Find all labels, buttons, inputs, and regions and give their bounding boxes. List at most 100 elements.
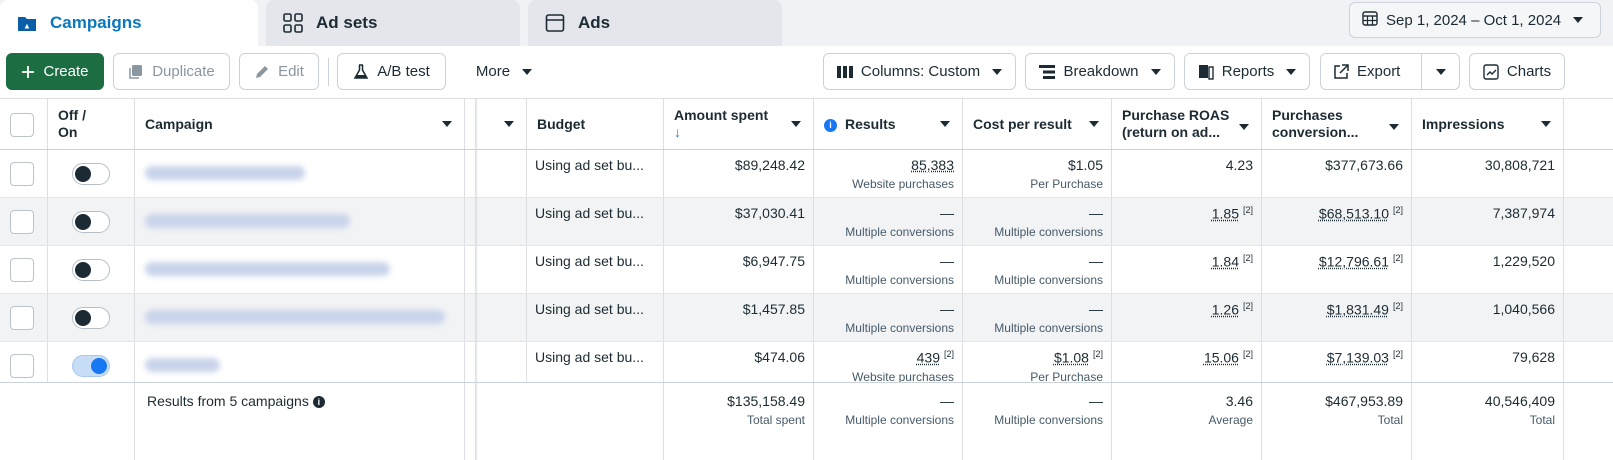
campaign-name-cell[interactable]	[135, 342, 465, 389]
table-row[interactable]: Using ad set bu... $89,248.42 85,383 Websit…	[0, 150, 1613, 198]
results-cell-value: 439	[916, 349, 940, 366]
info-icon[interactable]: i	[824, 118, 837, 132]
summary-results: — Multiple conversions	[814, 383, 963, 460]
tab-adsets[interactable]: Ad sets	[266, 0, 520, 46]
row-checkbox[interactable]	[10, 162, 34, 186]
purchases-cell-value: $12,796.61	[1318, 253, 1389, 270]
campaign-name-cell[interactable]	[135, 150, 465, 197]
create-label: Create	[43, 63, 89, 80]
row-checkbox[interactable]	[10, 354, 34, 378]
roas-cell: 15.06 [2]	[1112, 342, 1262, 389]
campaign-toggle[interactable]	[72, 211, 110, 233]
header-purchases-conversion[interactable]: Purchases conversion...	[1262, 99, 1412, 149]
table-row[interactable]: Using ad set bu... $1,457.85 — Multiple con…	[0, 294, 1613, 342]
blurred-campaign-name[interactable]	[145, 310, 445, 324]
header-cost-per-result[interactable]: Cost per result	[963, 99, 1112, 149]
roas-cell-line: 4.23	[1120, 157, 1253, 173]
summary-cpr-sub: Multiple conversions	[994, 413, 1103, 427]
tab-ads[interactable]: Ads	[528, 0, 782, 46]
header-purchase-roas[interactable]: Purchase ROAS (return on ad...	[1112, 99, 1262, 149]
table-header-row: Off / On Campaign Budget Amount spent ↓ …	[0, 98, 1613, 150]
chevron-down-icon	[442, 121, 452, 127]
header-impressions[interactable]: Impressions	[1412, 99, 1564, 149]
budget-value: Using ad set bu...	[535, 253, 644, 269]
results-cell-line: —	[822, 253, 954, 269]
summary-roas-value: 3.46	[1225, 393, 1253, 409]
tab-adsets-label: Ad sets	[316, 13, 378, 32]
blurred-campaign-name[interactable]	[145, 166, 305, 180]
blank-cell	[465, 246, 527, 293]
footnote-marker: [2]	[1392, 253, 1403, 263]
table-row[interactable]: Using ad set bu... $6,947.75 — Multiple con…	[0, 246, 1613, 294]
impressions-cell: 30,808,721	[1412, 150, 1564, 197]
campaign-toggle[interactable]	[72, 307, 110, 329]
header-impressions-label: Impressions	[1422, 116, 1505, 132]
header-blank[interactable]	[465, 99, 527, 149]
charts-button[interactable]: Charts	[1469, 53, 1565, 90]
charts-label: Charts	[1506, 63, 1552, 80]
blurred-campaign-name[interactable]	[145, 214, 350, 228]
campaign-toggle[interactable]	[72, 355, 110, 377]
purchases-cell-value: $1,831.49	[1326, 301, 1389, 318]
campaign-toggle[interactable]	[72, 163, 110, 185]
header-campaign-label: Campaign	[145, 116, 213, 132]
row-checkbox[interactable]	[10, 258, 34, 282]
cost-per-result-cell-sub: Per Purchase	[1030, 369, 1103, 384]
cost-per-result-cell: — Multiple conversions	[963, 246, 1112, 293]
header-offon[interactable]: Off / On	[48, 99, 135, 149]
reports-button[interactable]: Reports	[1184, 53, 1310, 90]
results-cell-line: 85,383	[822, 157, 954, 173]
header-amount-spent[interactable]: Amount spent ↓	[664, 99, 814, 149]
columns-button[interactable]: Columns: Custom	[823, 53, 1016, 90]
campaign-toggle[interactable]	[72, 259, 110, 281]
roas-cell-value: 4.23	[1225, 157, 1253, 173]
cost-per-result-cell-line: —	[971, 301, 1103, 317]
purchases-cell: $12,796.61 [2]	[1262, 246, 1412, 293]
row-checkbox[interactable]	[10, 306, 34, 330]
header-results[interactable]: i Results	[814, 99, 963, 149]
blank-cell	[465, 342, 527, 389]
table-row[interactable]: Using ad set bu... $37,030.41 — Multiple co…	[0, 198, 1613, 246]
purchases-cell-value: $7,139.03	[1326, 349, 1389, 366]
row-checkbox[interactable]	[10, 210, 34, 234]
duplicate-button[interactable]: Duplicate	[113, 53, 230, 90]
cost-per-result-cell: — Multiple conversions	[963, 294, 1112, 341]
more-button[interactable]: More	[458, 53, 550, 90]
campaign-name-cell[interactable]	[135, 246, 465, 293]
header-campaign[interactable]: Campaign	[135, 99, 465, 149]
blurred-campaign-name[interactable]	[145, 358, 220, 372]
toggle-cell	[48, 342, 135, 389]
purchases-cell-value: $377,673.66	[1325, 157, 1403, 173]
footnote-marker: [2]	[1392, 349, 1403, 359]
info-icon[interactable]: i	[312, 396, 325, 409]
campaign-name-cell[interactable]	[135, 294, 465, 341]
export-button[interactable]: Export	[1320, 53, 1460, 90]
export-dropdown-button[interactable]	[1422, 54, 1459, 89]
tab-campaigns[interactable]: ▲ Campaigns	[0, 0, 258, 46]
campaign-name-cell[interactable]	[135, 198, 465, 245]
toggle-knob	[75, 310, 91, 326]
toggle-knob	[75, 262, 91, 278]
header-budget[interactable]: Budget	[527, 99, 664, 149]
purchases-cell-line: $1,831.49 [2]	[1270, 301, 1403, 318]
blurred-campaign-name[interactable]	[145, 262, 390, 276]
footnote-marker: [2]	[943, 349, 954, 359]
chevron-down-icon	[791, 121, 801, 127]
date-range-label: Sep 1, 2024 – Oct 1, 2024	[1386, 11, 1562, 29]
tab-ads-label: Ads	[578, 13, 611, 32]
date-range-picker[interactable]: Sep 1, 2024 – Oct 1, 2024	[1349, 2, 1601, 38]
footnote-marker: [2]	[1392, 301, 1403, 311]
header-roas-line1: Purchase ROAS	[1122, 107, 1230, 123]
ab-test-button[interactable]: A/B test	[337, 53, 446, 90]
select-all-checkbox[interactable]	[10, 113, 34, 137]
results-cell-sub: Multiple conversions	[845, 273, 954, 287]
create-button[interactable]: Create	[6, 53, 104, 90]
columns-label: Columns: Custom	[860, 63, 981, 80]
select-cell	[0, 294, 48, 341]
results-cell-value: 85,383	[911, 157, 954, 173]
edit-button[interactable]: Edit	[239, 53, 319, 90]
export-icon	[1333, 63, 1349, 80]
impressions-cell-value: 1,229,520	[1492, 253, 1555, 269]
breakdown-button[interactable]: Breakdown	[1025, 53, 1175, 90]
breakdown-label: Breakdown	[1063, 63, 1139, 80]
